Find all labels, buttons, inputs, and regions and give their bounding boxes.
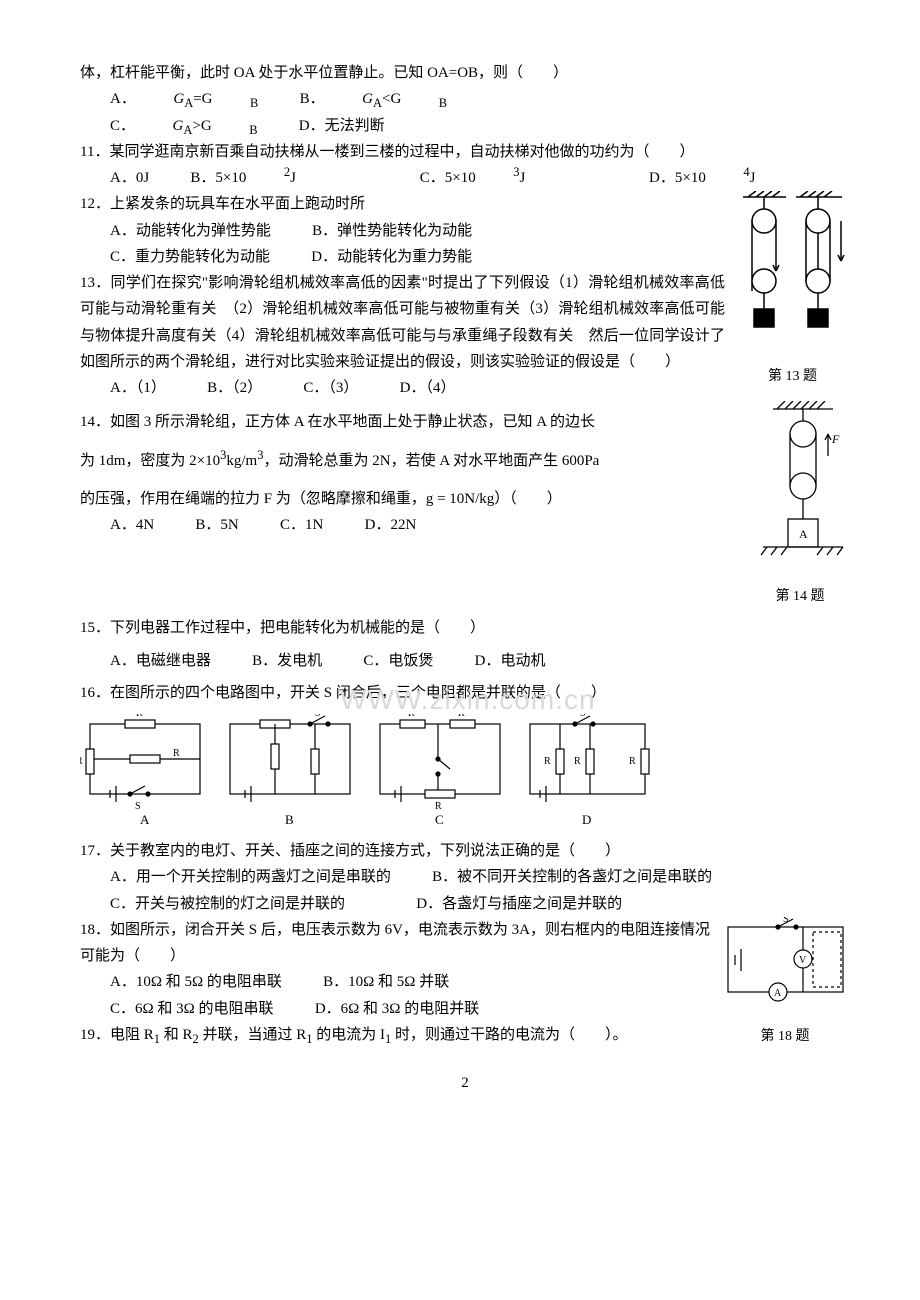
q16-figures: R R R S A S B R R R C [80,714,850,834]
svg-text:R: R [458,714,465,719]
q11-optB: B．5×102J [190,165,333,191]
q14-optB: B．5N [195,512,238,538]
q17-optD: D．各盏灯与插座之间是并联的 [416,891,622,917]
svg-text:R: R [435,801,442,812]
svg-text:R: R [574,756,581,767]
q15-optC: C．电饭煲 [363,648,433,674]
svg-text:F: F [831,432,840,446]
q12-optB: B．弹性势能转化为动能 [312,218,472,244]
q17-optA: A．用一个开关控制的两盏灯之间是串联的 [110,864,391,890]
svg-text:R: R [80,756,83,767]
q15-optB: B．发电机 [252,648,322,674]
svg-text:A: A [774,988,782,999]
svg-text:D: D [582,812,591,827]
page-number: 2 [80,1070,850,1096]
pulley-pair-icon [738,191,848,351]
q11-options: A．0J B．5×102J C．5×103J D．5×104J [80,165,850,191]
q14-optD: D．22N [365,512,417,538]
q13-optB: B．（2） [207,375,262,401]
svg-text:A: A [799,527,808,541]
q12-optC: C．重力势能转化为动能 [110,244,270,270]
q17-options-1: A．用一个开关控制的两盏灯之间是串联的 B．被不同开关控制的各盏灯之间是串联的 [80,864,850,890]
svg-text:R: R [629,756,636,767]
q14-stem1: 14．如图 3 所示滑轮组，正方体 A 在水平地面上处于静止状态，已知 A 的边… [80,409,850,435]
q14-optC: C．1N [280,512,323,538]
q13-optA: A．（1） [110,375,166,401]
q15-stem: 15．下列电器工作过程中，把电能转化为机械能的是（ ） [80,615,850,641]
pulley-block-icon: A F [753,401,848,571]
svg-text:S: S [580,714,586,719]
svg-text:S: S [135,801,141,812]
q18-optC: C．6Ω 和 3Ω 的电阻串联 [110,996,274,1022]
q11-optA: A．0J [110,165,149,191]
q14-stem3: 的压强，作用在绳端的拉力 F 为（忽略摩擦和绳重，g = 10N/kg）（ ） [80,486,850,512]
q11-optC: C．5×103J [420,165,563,191]
svg-text:S: S [315,714,321,719]
q17-optB: B．被不同开关控制的各盏灯之间是串联的 [432,864,712,890]
q11-optD: D．5×104J [649,165,793,191]
q14-figure: A F 第 14 题 [750,401,850,609]
q18-optB: B．10Ω 和 5Ω 并联 [323,969,449,995]
q14-caption: 第 14 题 [750,585,850,610]
q18-figure: S V A 第 18 题 [720,917,850,1050]
q10-optB: B．GA<GB [300,86,448,112]
q12-optD: D．动能转化为重力势能 [311,244,472,270]
q10-optC: C．GA>GB [110,113,258,139]
q13-figure: 第 13 题 [735,191,850,389]
q13-caption: 第 13 题 [735,365,850,390]
q15-options: A．电磁继电器 B．发电机 C．电饭煲 D．电动机 [80,648,850,674]
q18-optD: D．6Ω 和 3Ω 的电阻并联 [315,996,479,1022]
circuit-box-icon: S V A [723,917,848,1012]
q10-options-2: C．GA>GB D．无法判断 [80,113,850,139]
q17-options-2: C．开关与被控制的灯之间是并联的 D．各盏灯与插座之间是并联的 [80,891,850,917]
svg-text:S: S [783,917,789,925]
q15-optA: A．电磁继电器 [110,648,211,674]
svg-text:C: C [435,812,444,827]
q17-stem: 17．关于教室内的电灯、开关、插座之间的连接方式，下列说法正确的是（ ） [80,838,850,864]
svg-text:B: B [285,812,294,827]
q14-options: A．4N B．5N C．1N D．22N [80,512,850,538]
q10-optA: A．GA=GB [110,86,258,112]
svg-text:V: V [799,955,807,966]
svg-text:R: R [136,714,143,719]
q10-options: A．GA=GB B．GA<GB [80,86,850,112]
q16-stem: 16．在图所示的四个电路图中，开关 S 闭合后，三个电阻都是并联的是（ ） [80,680,850,706]
q17-optC: C．开关与被控制的灯之间是并联的 [110,891,345,917]
circuit-options-icon: R R R S A S B R R R C [80,714,660,834]
q10-stem: 体，杠杆能平衡，此时 OA 处于水平位置静止。已知 OA=OB，则（ ） [80,60,850,86]
svg-text:R: R [173,748,180,759]
svg-text:R: R [408,714,415,719]
svg-text:A: A [140,812,150,827]
q13-optD: D．（4） [400,375,456,401]
q13-optC: C．（3） [303,375,358,401]
q14-optA: A．4N [110,512,154,538]
q10-optD: D．无法判断 [299,113,385,139]
q18-optA: A．10Ω 和 5Ω 的电阻串联 [110,969,282,995]
page-content: WWW.zixin.com.cn 体，杠杆能平衡，此时 OA 处于水平位置静止。… [80,60,850,1096]
svg-text:R: R [544,756,551,767]
q15-optD: D．电动机 [475,648,546,674]
q11-stem: 11．某同学逛南京新百乘自动扶梯从一楼到三楼的过程中，自动扶梯对他做的功约为（ … [80,139,850,165]
q18-caption: 第 18 题 [720,1025,850,1050]
q14-stem2: 为 1dm，密度为 2×103kg/m3，动滑轮总重为 2N，若使 A 对水平地… [80,448,850,474]
q12-optA: A．动能转化为弹性势能 [110,218,271,244]
